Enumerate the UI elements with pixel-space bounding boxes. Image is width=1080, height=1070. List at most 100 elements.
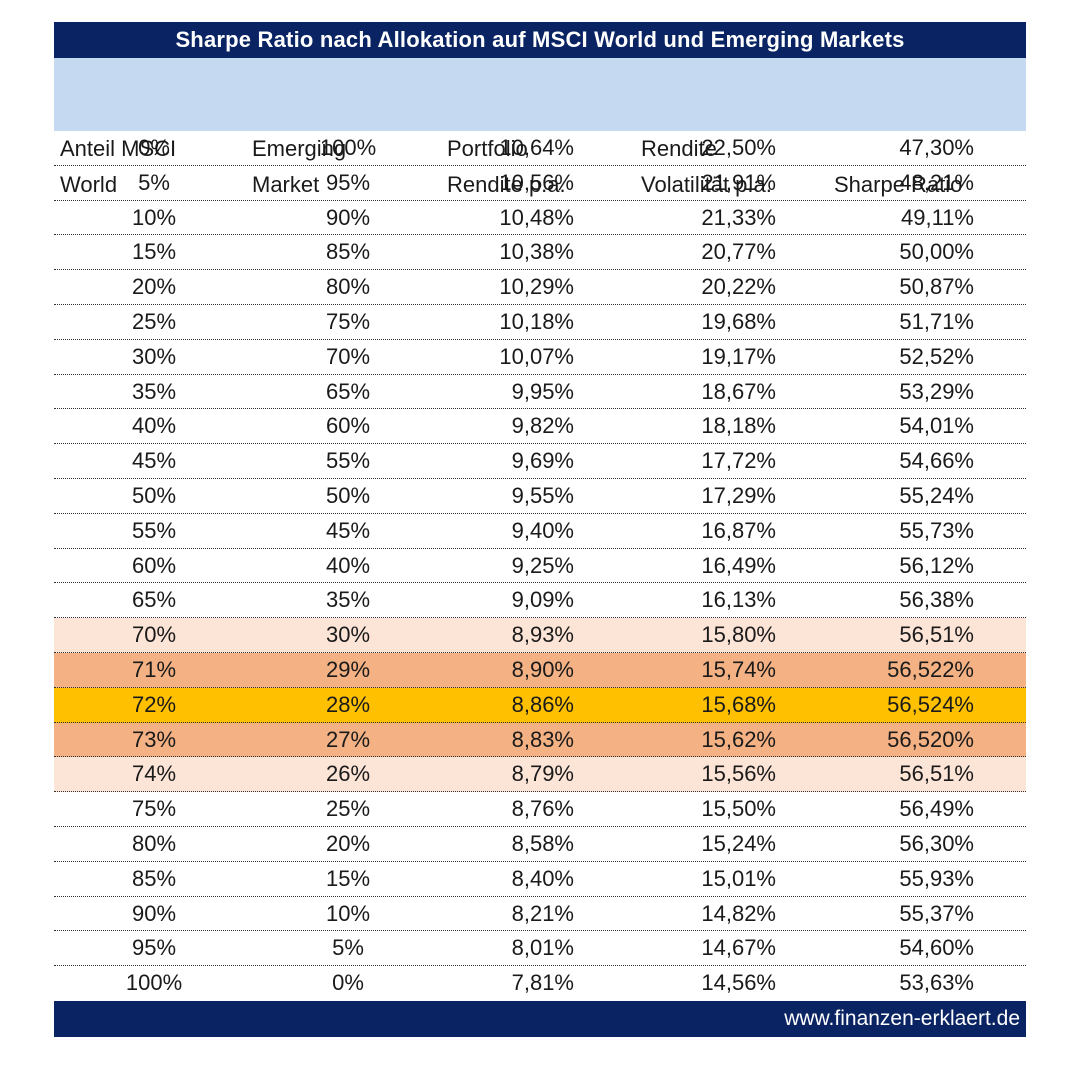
header-emerging-market: Emerging Market — [252, 136, 347, 197]
cell-portfolio-rendite: 8,40% — [511, 865, 574, 891]
cell-volatilitaet: 17,29% — [701, 482, 776, 508]
cell-sharpe-ratio: 49,11% — [901, 204, 974, 230]
cell-msci-world: 72% — [131, 691, 177, 717]
cell-emerging-market: 20% — [325, 830, 371, 856]
cell-emerging-market: 30% — [325, 622, 371, 648]
table-row: 5% 95% 10,56% 21,91% 48,21% — [54, 166, 1026, 201]
table-row: 80% 20% 8,58% 15,24% 56,30% — [54, 827, 1026, 862]
cell-portfolio-rendite: 10,18% — [499, 308, 574, 334]
header-volatilitaet: Rendite Volatilität p.a. — [641, 136, 772, 197]
cell-emerging-market: 10% — [325, 900, 371, 926]
cell-emerging-market: 80% — [325, 274, 371, 300]
cell-msci-world: 73% — [131, 726, 177, 752]
table-row: 75% 25% 8,76% 15,50% 56,49% — [54, 792, 1026, 827]
cell-sharpe-ratio: 55,24% — [899, 482, 974, 508]
table-row: 10% 90% 10,48% 21,33% 49,11% — [54, 201, 1026, 236]
cell-sharpe-ratio: 56,30% — [899, 830, 974, 856]
cell-msci-world: 25% — [131, 308, 177, 334]
table-title: Sharpe Ratio nach Allokation auf MSCI Wo… — [54, 22, 1026, 58]
cell-emerging-market: 70% — [325, 343, 371, 369]
table-row: 70% 30% 8,93% 15,80% 56,51% — [54, 618, 1026, 653]
header-msci-world: Anteil MSCI World — [60, 136, 177, 197]
cell-emerging-market: 100% — [319, 135, 377, 160]
cell-emerging-market: 26% — [325, 761, 371, 787]
cell-emerging-market: 60% — [325, 413, 371, 439]
cell-emerging-market: 5% — [332, 935, 364, 961]
cell-msci-world: 80% — [131, 830, 177, 856]
cell-portfolio-rendite: 8,58% — [511, 830, 574, 856]
cell-volatilitaet: 16,49% — [701, 552, 776, 578]
cell-volatilitaet: 15,68% — [701, 691, 776, 717]
cell-msci-world: 15% — [131, 239, 177, 265]
cell-volatilitaet: 19,17% — [701, 343, 776, 369]
cell-sharpe-ratio: 54,66% — [899, 448, 974, 474]
cell-emerging-market: 25% — [325, 796, 371, 822]
table-row: 20% 80% 10,29% 20,22% 50,87% — [54, 270, 1026, 305]
cell-volatilitaet: 18,18% — [701, 413, 776, 439]
cell-msci-world: 55% — [131, 517, 177, 543]
cell-volatilitaet: 18,67% — [701, 378, 776, 404]
cell-portfolio-rendite: 9,69% — [511, 448, 574, 474]
cell-volatilitaet: 15,24% — [701, 830, 776, 856]
table-row: 45% 55% 9,69% 17,72% 54,66% — [54, 444, 1026, 479]
table-row: 85% 15% 8,40% 15,01% 55,93% — [54, 862, 1026, 897]
table-row: 15% 85% 10,38% 20,77% 50,00% — [54, 235, 1026, 271]
cell-sharpe-ratio: 53,29% — [899, 378, 974, 404]
cell-msci-world: 35% — [131, 378, 177, 404]
cell-emerging-market: 29% — [325, 656, 371, 682]
cell-volatilitaet: 20,77% — [701, 239, 776, 265]
cell-sharpe-ratio: 56,38% — [899, 587, 974, 613]
cell-sharpe-ratio: 50,87% — [899, 274, 974, 300]
cell-volatilitaet: 22,50% — [701, 135, 776, 160]
cell-msci-world: 71% — [131, 656, 177, 682]
header-portfolio-rendite: Portfolio Rendite p.a. — [447, 136, 566, 197]
cell-sharpe-ratio: 56,12% — [899, 552, 974, 578]
cell-sharpe-ratio: 55,73% — [899, 517, 974, 543]
cell-sharpe-ratio: 55,37% — [899, 900, 974, 926]
table-row: 90% 10% 8,21% 14,82% 55,37% — [54, 897, 1026, 932]
cell-portfolio-rendite: 7,81% — [511, 970, 574, 996]
cell-msci-world: 20% — [131, 274, 177, 300]
cell-sharpe-ratio: 56,49% — [899, 796, 974, 822]
table-row: 71% 29% 8,90% 15,74% 56,522% — [54, 652, 1026, 688]
cell-volatilitaet: 15,56% — [701, 761, 776, 787]
table-row: 30% 70% 10,07% 19,17% 52,52% — [54, 340, 1026, 375]
cell-sharpe-ratio: 53,63% — [899, 970, 974, 996]
cell-msci-world: 40% — [131, 413, 177, 439]
cell-volatilitaet: 14,67% — [701, 935, 776, 961]
table-row: 0% 100% 10,64% 22,50% 47,30% — [54, 131, 1026, 166]
cell-msci-world: 30% — [131, 343, 177, 369]
cell-portfolio-rendite: 10,64% — [499, 135, 574, 160]
cell-portfolio-rendite: 10,48% — [499, 204, 574, 230]
table-row: 25% 75% 10,18% 19,68% 51,71% — [54, 305, 1026, 340]
cell-volatilitaet: 19,68% — [701, 308, 776, 334]
cell-portfolio-rendite: 10,38% — [499, 239, 574, 265]
cell-volatilitaet: 21,91% — [701, 169, 776, 195]
cell-msci-world: 70% — [131, 622, 177, 648]
cell-sharpe-ratio: 51,71% — [899, 308, 974, 334]
cell-portfolio-rendite: 8,79% — [511, 761, 574, 787]
table-row: 74% 26% 8,79% 15,56% 56,51% — [54, 757, 1026, 793]
cell-portfolio-rendite: 8,86% — [511, 691, 574, 717]
cell-emerging-market: 85% — [325, 239, 371, 265]
cell-msci-world: 85% — [131, 865, 177, 891]
cell-emerging-market: 35% — [325, 587, 371, 613]
cell-portfolio-rendite: 8,93% — [511, 622, 574, 648]
cell-portfolio-rendite: 9,25% — [511, 552, 574, 578]
table-row: 95% 5% 8,01% 14,67% 54,60% — [54, 931, 1026, 967]
table-row: 73% 27% 8,83% 15,62% 56,520% — [54, 722, 1026, 758]
cell-sharpe-ratio: 54,01% — [899, 413, 974, 439]
cell-sharpe-ratio: 55,93% — [899, 865, 974, 891]
cell-msci-world: 95% — [131, 935, 177, 961]
cell-sharpe-ratio: 56,524% — [887, 691, 974, 717]
cell-portfolio-rendite: 8,76% — [511, 796, 574, 822]
cell-portfolio-rendite: 9,09% — [511, 587, 574, 613]
cell-msci-world: 45% — [131, 448, 177, 474]
table-row: 50% 50% 9,55% 17,29% 55,24% — [54, 479, 1026, 514]
cell-portfolio-rendite: 10,29% — [499, 274, 574, 300]
cell-portfolio-rendite: 9,40% — [511, 517, 574, 543]
cell-volatilitaet: 21,33% — [701, 204, 776, 230]
cell-msci-world: 5% — [138, 169, 170, 195]
cell-portfolio-rendite: 8,01% — [511, 935, 574, 961]
cell-emerging-market: 50% — [325, 482, 371, 508]
